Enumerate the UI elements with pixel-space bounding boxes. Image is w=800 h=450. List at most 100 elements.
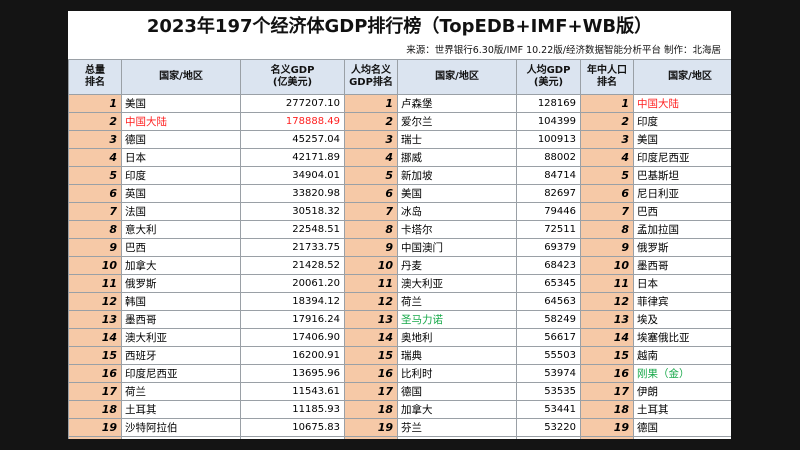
population-country-cell: 日本: [633, 274, 731, 293]
population-rank-cell: 11: [580, 274, 634, 293]
per-capita-country-cell: 加拿大: [397, 400, 517, 419]
per-capita-rank-cell: 8: [344, 220, 398, 239]
per-capita-rank-cell: 11: [344, 274, 398, 293]
per-capita-rank-cell: 15: [344, 346, 398, 365]
population-rank-cell: 2: [580, 112, 634, 131]
population-country-cell: 土耳其: [633, 400, 731, 419]
header-rank-per-capita: 人均名义 GDP排名: [344, 59, 398, 95]
gdp-rank-cell: 8: [68, 220, 122, 239]
per-capita-country-cell: 卡塔尔: [397, 220, 517, 239]
per-capita-value-cell: 128169: [516, 94, 581, 113]
gdp-country-cell: 瑞士: [121, 436, 241, 439]
ranking-sheet: 2023年197个经济体GDP排行榜（TopEDB+IMF+WB版） 来源：世界…: [68, 11, 731, 439]
gdp-value-cell: 10675.83: [240, 418, 345, 437]
population-rank-cell: 8: [580, 220, 634, 239]
gdp-rank-cell: 9: [68, 238, 122, 257]
gdp-country-cell: 德国: [121, 130, 241, 149]
per-capita-rank-cell: 18: [344, 400, 398, 419]
gdp-country-cell: 加拿大: [121, 256, 241, 275]
per-capita-country-cell: 中国澳门: [397, 238, 517, 257]
gdp-rank-cell: 17: [68, 382, 122, 401]
gdp-country-cell: 沙特阿拉伯: [121, 418, 241, 437]
per-capita-value-cell: 53441: [516, 400, 581, 419]
population-country-cell: 美国: [633, 130, 731, 149]
per-capita-rank-cell: 19: [344, 418, 398, 437]
population-rank-cell: 13: [580, 310, 634, 329]
gdp-value-cell: 277207.10: [240, 94, 345, 113]
per-capita-country-cell: 比利时: [397, 364, 517, 383]
gdp-country-cell: 韩国: [121, 292, 241, 311]
per-capita-country-cell: 澳大利亚: [397, 274, 517, 293]
gdp-value-cell: 178888.49: [240, 112, 345, 131]
gdp-value-cell: 21428.52: [240, 256, 345, 275]
population-rank-cell: 1: [580, 94, 634, 113]
population-rank-cell: 5: [580, 166, 634, 185]
population-country-cell: 印度: [633, 112, 731, 131]
population-country-cell: 俄罗斯: [633, 238, 731, 257]
population-rank-cell: 18: [580, 400, 634, 419]
gdp-country-cell: 土耳其: [121, 400, 241, 419]
per-capita-value-cell: 68423: [516, 256, 581, 275]
per-capita-rank-cell: 10: [344, 256, 398, 275]
gdp-country-cell: 中国大陆: [121, 112, 241, 131]
per-capita-country-cell: 荷兰: [397, 292, 517, 311]
gdp-value-cell: 17406.90: [240, 328, 345, 347]
header-rank-total: 总量 排名: [68, 59, 122, 95]
gdp-rank-cell: 16: [68, 364, 122, 383]
gdp-value-cell: 17916.24: [240, 310, 345, 329]
per-capita-value-cell: 53535: [516, 382, 581, 401]
gdp-value-cell: 30518.32: [240, 202, 345, 221]
per-capita-rank-cell: 1: [344, 94, 398, 113]
source-note: 来源：世界银行6.30版/IMF 10.22版/经济数据智能分析平台 制作：北海…: [406, 45, 721, 56]
header-gdp-per-capita: 人均GDP (美元): [516, 59, 581, 95]
gdp-rank-cell: 5: [68, 166, 122, 185]
per-capita-country-cell: 卢森堡: [397, 94, 517, 113]
page-title: 2023年197个经济体GDP排行榜（TopEDB+IMF+WB版）: [146, 16, 653, 37]
gdp-country-cell: 法国: [121, 202, 241, 221]
per-capita-value-cell: 56617: [516, 328, 581, 347]
population-rank-cell: 6: [580, 184, 634, 203]
population-country-cell: 埃塞俄比亚: [633, 328, 731, 347]
header-rank-population: 年中人口 排名: [580, 59, 634, 95]
gdp-value-cell: 42171.89: [240, 148, 345, 167]
gdp-value-cell: 34904.01: [240, 166, 345, 185]
per-capita-country-cell: 挪威: [397, 148, 517, 167]
per-capita-country-cell: 丹麦: [397, 256, 517, 275]
per-capita-value-cell: 82697: [516, 184, 581, 203]
gdp-country-cell: 荷兰: [121, 382, 241, 401]
table-row: 20瑞士8939.3420阿联酋5293320泰国70085: [68, 436, 731, 439]
gdp-rank-cell: 3: [68, 130, 122, 149]
per-capita-value-cell: 53974: [516, 364, 581, 383]
per-capita-rank-cell: 13: [344, 310, 398, 329]
per-capita-rank-cell: 2: [344, 112, 398, 131]
population-country-cell: 巴基斯坦: [633, 166, 731, 185]
per-capita-country-cell: 德国: [397, 382, 517, 401]
gdp-value-cell: 21733.75: [240, 238, 345, 257]
per-capita-country-cell: 阿联酋: [397, 436, 517, 439]
per-capita-country-cell: 奥地利: [397, 328, 517, 347]
gdp-rank-cell: 15: [68, 346, 122, 365]
gdp-value-cell: 8939.34: [240, 436, 345, 439]
gdp-rank-cell: 1: [68, 94, 122, 113]
per-capita-value-cell: 55503: [516, 346, 581, 365]
gdp-country-cell: 俄罗斯: [121, 274, 241, 293]
gdp-rank-cell: 12: [68, 292, 122, 311]
population-country-cell: 越南: [633, 346, 731, 365]
gdp-country-cell: 英国: [121, 184, 241, 203]
population-rank-cell: 17: [580, 382, 634, 401]
population-rank-cell: 15: [580, 346, 634, 365]
per-capita-country-cell: 爱尔兰: [397, 112, 517, 131]
gdp-rank-cell: 10: [68, 256, 122, 275]
gdp-value-cell: 18394.12: [240, 292, 345, 311]
